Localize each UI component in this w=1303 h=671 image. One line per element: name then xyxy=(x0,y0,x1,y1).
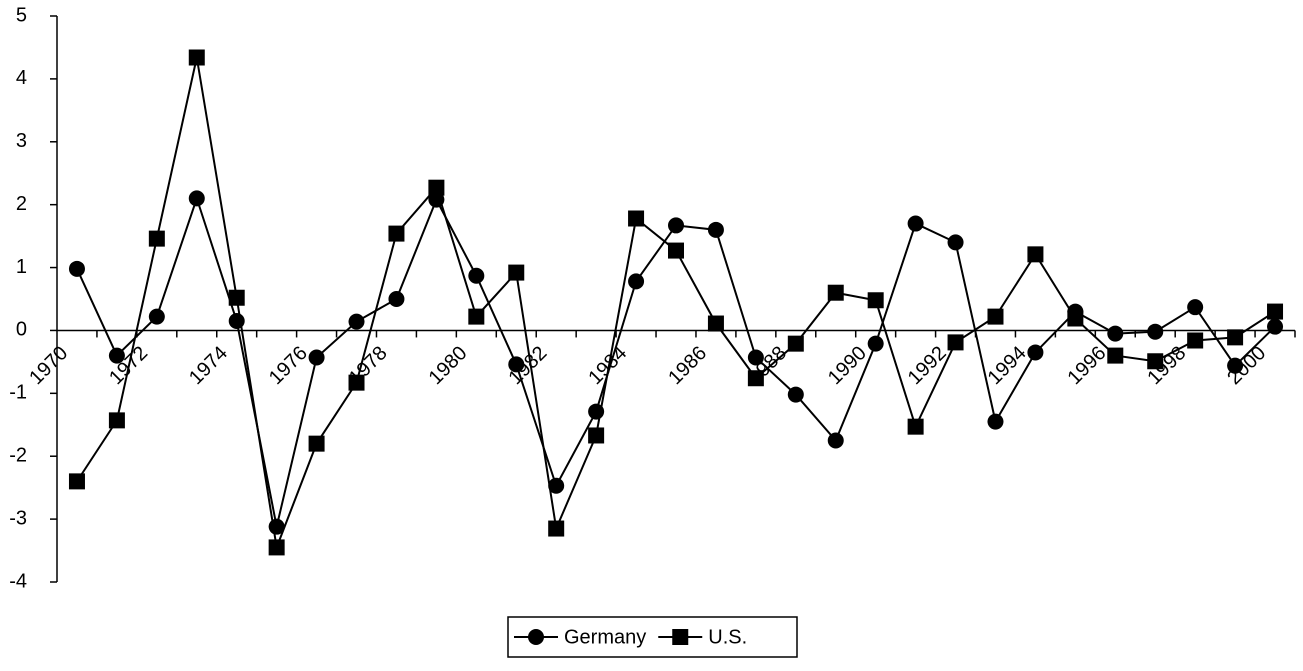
marker xyxy=(987,308,1004,325)
x-tick-label: 1990 xyxy=(824,342,871,389)
marker xyxy=(1107,325,1124,342)
marker xyxy=(1027,246,1044,263)
marker xyxy=(508,264,525,281)
marker xyxy=(528,629,544,645)
marker xyxy=(707,315,724,332)
marker xyxy=(1067,310,1084,327)
series-line xyxy=(76,57,1276,552)
legend-label: Germany xyxy=(564,626,646,648)
marker xyxy=(628,210,645,227)
marker xyxy=(1267,303,1284,320)
marker xyxy=(388,291,405,307)
marker xyxy=(987,413,1004,430)
marker xyxy=(668,242,684,259)
marker xyxy=(1187,332,1204,349)
marker xyxy=(787,335,804,352)
marker xyxy=(707,221,724,238)
marker xyxy=(188,190,205,207)
marker xyxy=(1227,357,1244,374)
marker xyxy=(148,308,165,325)
y-tick-label: -2 xyxy=(9,445,27,467)
x-tick-label: 1984 xyxy=(584,342,631,389)
marker xyxy=(1147,353,1164,370)
marker xyxy=(268,539,285,556)
x-tick-label: 1996 xyxy=(1064,342,1111,389)
marker xyxy=(508,356,525,373)
marker xyxy=(747,370,764,387)
marker xyxy=(148,230,165,247)
marker xyxy=(468,267,485,284)
marker xyxy=(907,215,924,232)
y-tick-label: 5 xyxy=(16,4,27,26)
marker xyxy=(867,335,884,352)
x-tick-label: 1976 xyxy=(265,342,312,389)
marker xyxy=(1227,329,1244,346)
marker xyxy=(348,374,365,391)
y-tick-label: 3 xyxy=(16,130,27,152)
marker xyxy=(628,273,645,290)
marker xyxy=(947,334,964,351)
y-tick-label: -4 xyxy=(9,570,27,592)
marker xyxy=(68,260,85,277)
marker xyxy=(308,349,325,366)
marker xyxy=(787,386,804,403)
marker xyxy=(1107,347,1124,364)
y-tick-label: -3 xyxy=(9,507,27,529)
marker xyxy=(827,432,844,449)
marker xyxy=(108,347,125,364)
marker xyxy=(68,473,85,490)
marker xyxy=(188,49,205,66)
marker xyxy=(548,520,565,537)
marker xyxy=(308,435,325,452)
marker xyxy=(1267,318,1284,335)
marker xyxy=(468,308,485,325)
y-tick-label: 1 xyxy=(16,256,27,278)
marker xyxy=(348,313,365,330)
y-tick-label: 0 xyxy=(16,319,27,341)
marker xyxy=(668,217,684,234)
marker xyxy=(1027,344,1044,361)
marker xyxy=(1147,323,1164,340)
x-tick-label: 1970 xyxy=(25,342,72,389)
legend-label: U.S. xyxy=(708,626,747,648)
y-tick-label: -1 xyxy=(9,382,27,404)
marker xyxy=(672,629,689,645)
y-tick-label: 2 xyxy=(16,193,27,215)
x-tick-label: 1994 xyxy=(984,342,1031,389)
x-tick-label: 1980 xyxy=(425,342,472,389)
marker xyxy=(548,477,565,494)
marker xyxy=(747,349,764,366)
marker xyxy=(108,412,125,429)
marker xyxy=(428,179,445,196)
marker xyxy=(947,234,964,251)
y-tick-label: 4 xyxy=(16,67,27,89)
legend: Germany U.S. xyxy=(507,616,798,658)
marker xyxy=(588,427,605,444)
marker xyxy=(1187,299,1204,316)
marker xyxy=(388,225,405,242)
x-tick-label: 1974 xyxy=(185,342,232,389)
marker xyxy=(228,289,245,306)
x-tick-label: 1986 xyxy=(664,342,711,389)
marker xyxy=(867,292,884,309)
marker xyxy=(827,284,844,301)
marker xyxy=(907,418,924,435)
